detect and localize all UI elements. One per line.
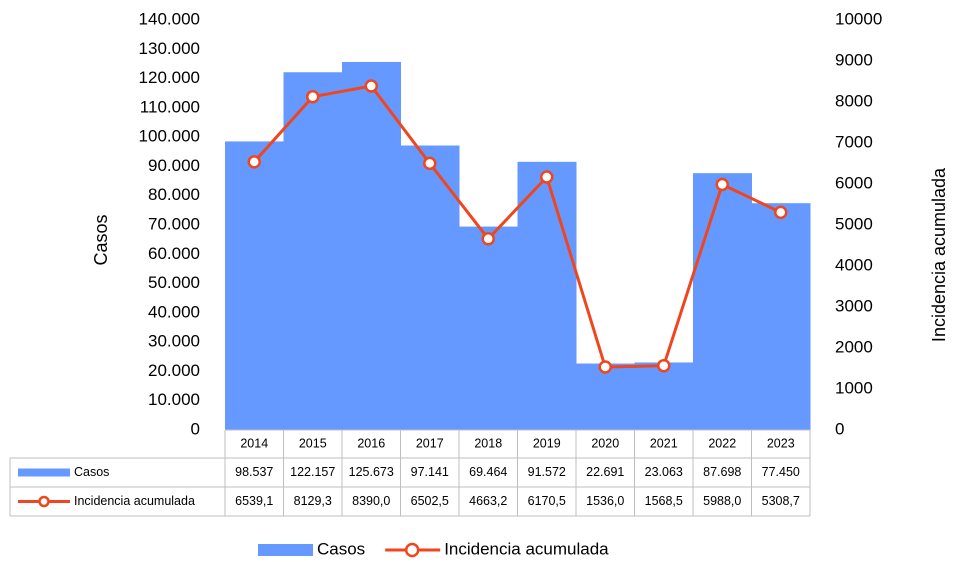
bar bbox=[459, 226, 518, 430]
bar bbox=[576, 363, 635, 430]
y2-tick-label: 5000 bbox=[835, 214, 873, 233]
table-legend-key bbox=[18, 468, 70, 477]
bar bbox=[283, 72, 343, 430]
x-tick-label: 2015 bbox=[299, 436, 327, 450]
bar bbox=[342, 61, 401, 430]
table-value: 98.537 bbox=[235, 465, 273, 479]
legend-label: Casos bbox=[317, 539, 365, 558]
y-tick-label: 20.000 bbox=[148, 361, 200, 380]
y-axis-title: Casos bbox=[91, 214, 111, 265]
bar bbox=[693, 173, 752, 430]
line-marker bbox=[598, 360, 612, 374]
x-tick-label: 2016 bbox=[357, 436, 385, 450]
table-value: 8390,0 bbox=[352, 494, 390, 508]
bar bbox=[225, 141, 284, 430]
table-value: 122.157 bbox=[290, 465, 335, 479]
line-marker bbox=[715, 177, 729, 192]
line-marker bbox=[657, 358, 671, 373]
x-tick-label: 2014 bbox=[240, 436, 268, 450]
x-tick-label: 2022 bbox=[708, 436, 736, 450]
table-value: 125.673 bbox=[349, 465, 394, 479]
line-marker bbox=[774, 205, 788, 220]
y-tick-label: 100.000 bbox=[139, 127, 200, 146]
y2-tick-label: 0 bbox=[835, 419, 844, 438]
y-tick-label: 70.000 bbox=[148, 214, 200, 233]
table-value: 91.572 bbox=[528, 465, 566, 479]
table-legend-key bbox=[38, 495, 50, 508]
table-value: 77.450 bbox=[762, 465, 800, 479]
y-tick-label: 90.000 bbox=[148, 156, 200, 175]
table-value: 6539,1 bbox=[235, 494, 273, 508]
y2-tick-label: 7000 bbox=[835, 132, 873, 151]
y-tick-label: 110.000 bbox=[140, 97, 200, 116]
x-tick-label: 2019 bbox=[533, 436, 561, 450]
line-marker bbox=[247, 155, 261, 169]
y2-tick-label: 1000 bbox=[835, 378, 873, 397]
y2-tick-label: 6000 bbox=[835, 173, 873, 192]
y-tick-label: 140.000 bbox=[139, 9, 200, 28]
y2-axis-title: Incidencia acumulada bbox=[929, 167, 949, 342]
table-value: 5988,0 bbox=[703, 494, 741, 508]
table-value: 6502,5 bbox=[411, 494, 449, 508]
x-tick-label: 2017 bbox=[416, 436, 444, 450]
table-value: 69.464 bbox=[469, 465, 507, 479]
y2-tick-label: 4000 bbox=[835, 255, 873, 274]
table-value: 8129,3 bbox=[294, 494, 332, 508]
bar bbox=[517, 161, 577, 430]
y-tick-label: 40.000 bbox=[148, 302, 200, 321]
table-value: 4663,2 bbox=[469, 494, 507, 508]
x-tick-label: 2020 bbox=[591, 436, 619, 450]
table-value: 5308,7 bbox=[762, 494, 800, 508]
line-marker bbox=[423, 156, 437, 171]
table-value: 1568,5 bbox=[645, 494, 683, 508]
bar bbox=[634, 362, 694, 430]
legend-key bbox=[404, 542, 420, 558]
table-value: 87.698 bbox=[703, 465, 741, 479]
y-tick-label: 50.000 bbox=[148, 273, 200, 292]
x-tick-label: 2018 bbox=[474, 436, 502, 450]
y-tick-label: 30.000 bbox=[148, 332, 200, 351]
bar bbox=[400, 145, 460, 431]
y2-tick-label: 10000 bbox=[835, 9, 882, 28]
y2-tick-label: 2000 bbox=[835, 337, 873, 356]
x-tick-label: 2023 bbox=[767, 436, 795, 450]
table-value: 97.141 bbox=[411, 465, 449, 479]
table-row-label: Incidencia acumulada bbox=[74, 494, 195, 508]
table-value: 6170,5 bbox=[528, 494, 566, 508]
line-marker bbox=[540, 170, 554, 184]
legend-key bbox=[258, 544, 313, 556]
table-value: 1536,0 bbox=[586, 494, 624, 508]
line-marker bbox=[306, 89, 320, 104]
y-tick-label: 120.000 bbox=[139, 68, 200, 87]
line-marker bbox=[364, 79, 378, 93]
x-tick-label: 2021 bbox=[650, 436, 678, 450]
table-value: 22.691 bbox=[586, 465, 624, 479]
y-tick-label: 130.000 bbox=[139, 39, 200, 58]
line bbox=[253, 84, 782, 369]
y2-tick-label: 8000 bbox=[835, 91, 873, 110]
line-marker bbox=[481, 232, 495, 246]
bar bbox=[751, 203, 811, 430]
legend-label: Incidencia acumulada bbox=[444, 539, 609, 558]
y-tick-label: 0 bbox=[191, 419, 200, 438]
y-tick-label: 80.000 bbox=[148, 185, 200, 204]
table-row-label: Casos bbox=[74, 465, 109, 479]
y-tick-label: 10.000 bbox=[148, 390, 200, 409]
y2-tick-label: 3000 bbox=[835, 296, 873, 315]
y-tick-label: 60.000 bbox=[148, 244, 200, 263]
y2-tick-label: 9000 bbox=[835, 50, 873, 69]
table-value: 23.063 bbox=[645, 465, 683, 479]
